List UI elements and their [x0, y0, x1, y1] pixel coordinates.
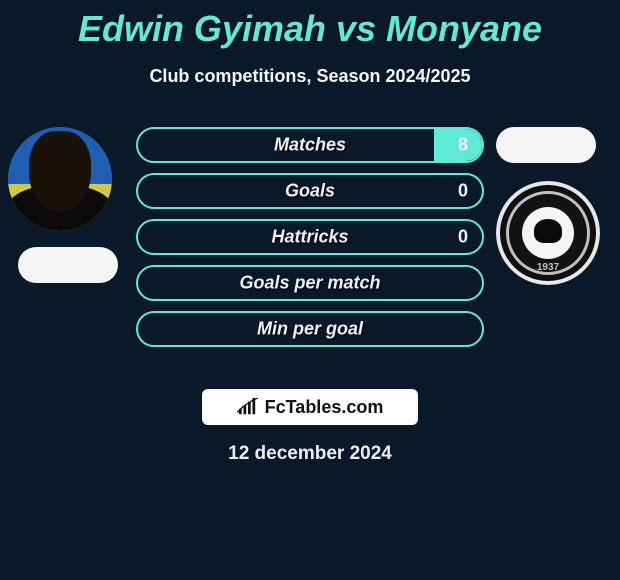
stat-row: Goals 0 — [136, 173, 484, 209]
attribution-pill: FcTables.com — [202, 389, 418, 425]
player-right-flag — [496, 127, 596, 163]
stat-label: Min per goal — [257, 319, 363, 340]
stat-row: Hattricks 0 — [136, 219, 484, 255]
stat-row: Matches 8 — [136, 127, 484, 163]
crest-skull-icon — [534, 219, 562, 243]
player-left-column — [8, 127, 118, 283]
stat-value-right: 8 — [458, 135, 468, 156]
stat-value-right: 0 — [458, 181, 468, 202]
stat-row: Min per goal — [136, 311, 484, 347]
chart-icon — [237, 398, 259, 416]
comparison-content: 1937 Matches 8 Goals 0 Hattricks 0 Goals per m… — [0, 127, 620, 377]
stat-label: Hattricks — [271, 227, 348, 248]
stat-row: Goals per match — [136, 265, 484, 301]
stat-label: Matches — [274, 135, 346, 156]
player-right-crest: 1937 — [496, 181, 600, 285]
stat-label: Goals per match — [239, 273, 380, 294]
player-left-flag — [18, 247, 118, 283]
player-right-column: 1937 — [496, 127, 600, 285]
player-left-avatar — [8, 127, 112, 231]
stat-label: Goals — [285, 181, 335, 202]
crest-year: 1937 — [537, 262, 559, 273]
attribution-text: FcTables.com — [265, 397, 384, 418]
stats-list: Matches 8 Goals 0 Hattricks 0 Goals per match M… — [136, 127, 484, 357]
date-text: 12 december 2024 — [0, 443, 620, 465]
crest-bg: 1937 — [496, 181, 600, 285]
subtitle: Club competitions, Season 2024/2025 — [0, 66, 620, 87]
stat-value-right: 0 — [458, 227, 468, 248]
page-title: Edwin Gyimah vs Monyane — [0, 0, 620, 50]
player-left-head — [29, 131, 91, 211]
